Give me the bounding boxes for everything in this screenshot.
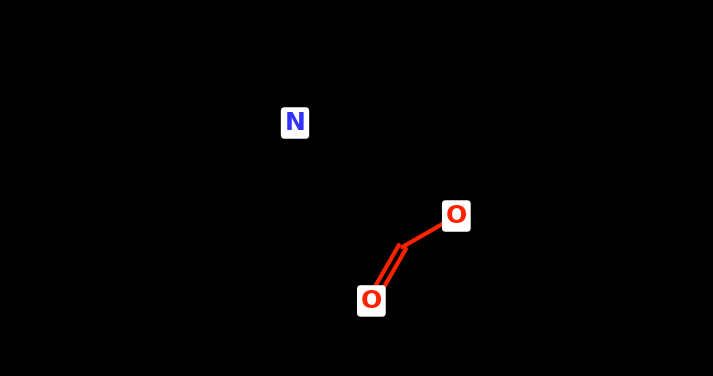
Text: O: O — [361, 289, 382, 313]
Text: N: N — [284, 111, 305, 135]
Text: O: O — [446, 204, 467, 228]
